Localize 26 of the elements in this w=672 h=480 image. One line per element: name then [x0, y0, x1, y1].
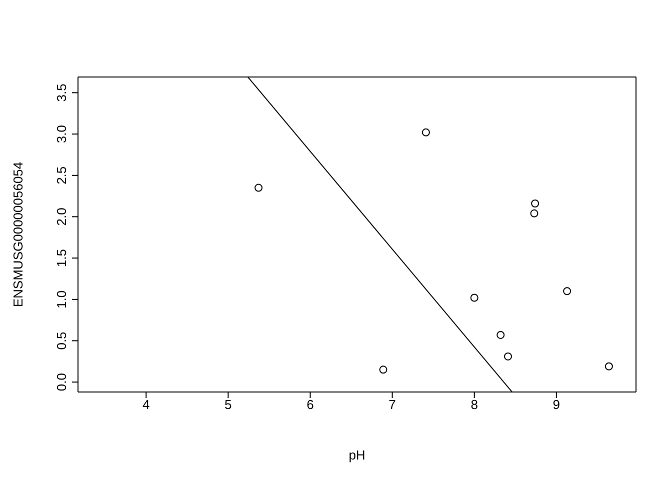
x-tick-label: 6 — [306, 397, 314, 412]
y-tick-label: 2.5 — [54, 166, 69, 184]
x-tick-label: 9 — [552, 397, 560, 412]
x-axis-title: pH — [348, 448, 366, 463]
point — [496, 330, 505, 339]
y-tick-label: 1.5 — [54, 249, 69, 268]
y-tick-label: 1.0 — [54, 290, 69, 308]
y-axis-title: ENSMUSG00000056054 — [10, 162, 26, 308]
point — [379, 366, 388, 374]
point — [604, 362, 613, 370]
y-tick-label: 3.0 — [54, 125, 69, 144]
point — [470, 294, 478, 302]
point — [530, 209, 538, 218]
x-tick-label: 4 — [142, 397, 150, 412]
point — [531, 199, 540, 208]
x-tick-label: 7 — [388, 397, 396, 412]
y-tick-label: 0.5 — [54, 332, 69, 350]
point — [563, 287, 572, 296]
y-tick-label: 2.0 — [54, 208, 69, 226]
point — [504, 352, 512, 360]
y-tick-label: 3.5 — [54, 84, 69, 102]
point — [254, 184, 263, 192]
y-tick-label: 0.0 — [54, 373, 69, 392]
x-tick-label: 5 — [224, 397, 232, 412]
x-tick-label: 8 — [470, 397, 478, 412]
point — [422, 128, 430, 136]
